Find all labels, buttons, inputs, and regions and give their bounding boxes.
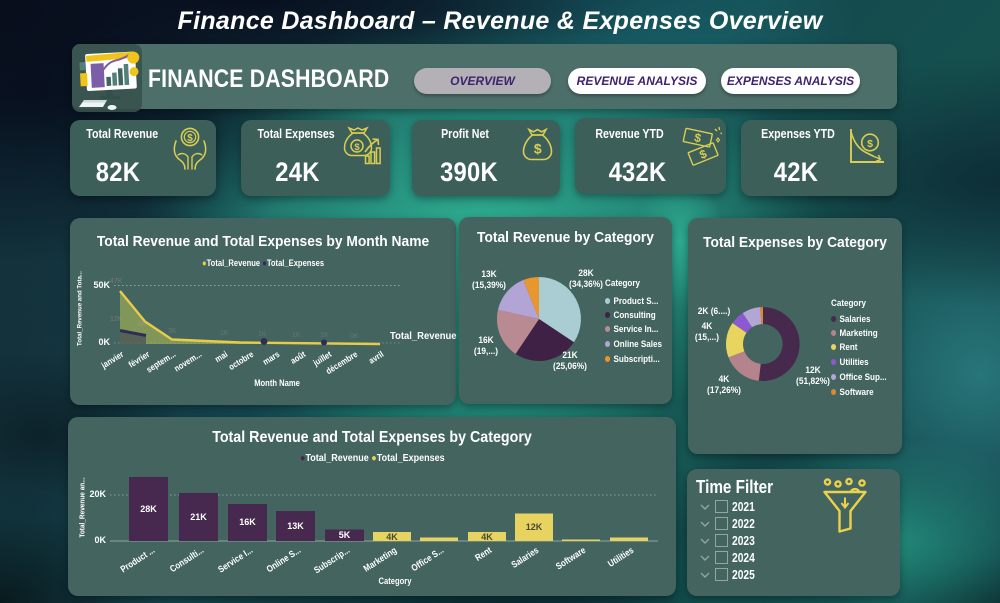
svg-text:$: $ — [693, 130, 703, 145]
svg-text:$: $ — [534, 141, 542, 157]
svg-text:$: $ — [867, 138, 873, 150]
svg-text:$: $ — [697, 146, 709, 162]
svg-text:$: $ — [354, 142, 360, 153]
svg-text:$: $ — [187, 133, 193, 144]
